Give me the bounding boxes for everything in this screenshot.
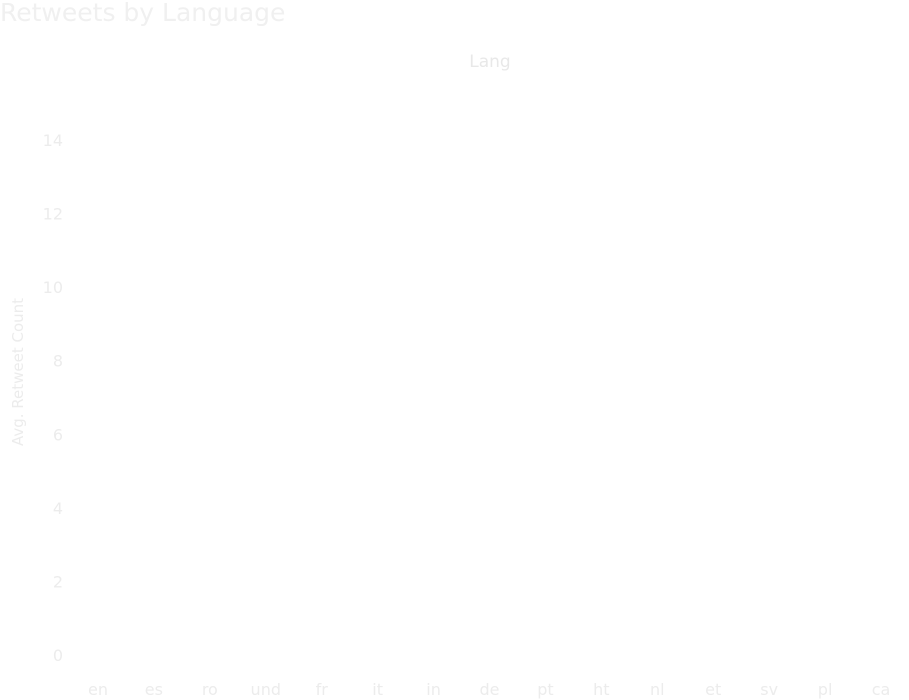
x-tick-label: fr	[316, 680, 329, 699]
column-header: Lang	[469, 52, 510, 72]
y-axis-label: Avg. Retweet Count	[9, 298, 27, 446]
x-axis-ticks: en es ro und fr it in de pt ht nl et sv pl ca	[88, 680, 890, 699]
y-tick-label: 14	[43, 131, 63, 150]
x-tick-label: und	[251, 680, 281, 699]
x-tick-label: nl	[650, 680, 665, 699]
y-tick-label: 10	[43, 278, 63, 297]
x-tick-label: in	[426, 680, 441, 699]
x-tick-label: de	[480, 680, 500, 699]
x-tick-label: ht	[593, 680, 609, 699]
y-axis-ticks: 0 2 4 6 8 10 12 14	[43, 131, 63, 665]
x-tick-label: ro	[202, 680, 218, 699]
x-tick-label: sv	[760, 680, 778, 699]
x-tick-label: pl	[818, 680, 833, 699]
x-tick-label: en	[88, 680, 108, 699]
x-tick-label: it	[372, 680, 383, 699]
y-tick-label: 8	[53, 352, 63, 371]
chart-title: Retweets by Language	[0, 0, 285, 27]
x-tick-label: et	[705, 680, 721, 699]
y-tick-label: 0	[53, 646, 63, 665]
x-tick-label: ca	[872, 680, 891, 699]
x-tick-label: es	[145, 680, 163, 699]
y-tick-label: 6	[53, 425, 63, 444]
y-tick-label: 4	[53, 499, 63, 518]
x-tick-label: pt	[537, 680, 553, 699]
y-tick-label: 2	[53, 572, 63, 591]
y-tick-label: 12	[43, 205, 63, 224]
